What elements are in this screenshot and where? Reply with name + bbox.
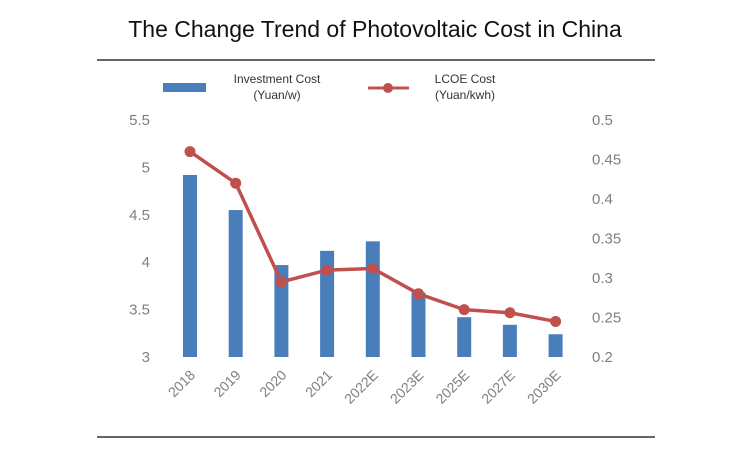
bar-2018: [183, 174, 197, 357]
bar-2027e: [502, 324, 517, 357]
x-axis-labels: 2018 2019 2020 2021 2022E 2023E 2025E 2027E 2030…: [165, 367, 564, 407]
lcoe-point-2030e: [550, 315, 562, 327]
lcoe-point-2025e: [458, 304, 470, 316]
y-right-tick-label: 0.3: [592, 270, 613, 287]
legend-line-marker: [383, 83, 393, 93]
x-tick-label: 2022E: [341, 367, 381, 407]
bar-2022e: [365, 241, 380, 357]
y-left-tick-label: 5: [142, 159, 150, 176]
bar-2030e: [548, 334, 563, 357]
y-axis-right: 0.2 0.25 0.3 0.35 0.4 0.45 0.5: [592, 112, 621, 366]
bar-2021: [320, 250, 335, 357]
legend: Investment Cost (Yuan/w) LCOE Cost (Yuan…: [163, 72, 496, 102]
x-tick-label: 2030E: [524, 367, 564, 407]
bar-2020: [274, 265, 289, 357]
legend-bar-label: Investment Cost: [234, 72, 321, 86]
y-right-tick-label: 0.25: [592, 310, 621, 327]
chart-title: The Change Trend of Photovoltaic Cost in…: [128, 16, 622, 42]
lcoe-point-2020: [275, 276, 287, 288]
bar-2019: [228, 210, 243, 357]
lcoe-point-2019: [230, 177, 242, 189]
y-right-tick-label: 0.45: [592, 152, 621, 169]
lcoe-point-2018: [184, 146, 196, 158]
y-right-tick-label: 0.35: [592, 231, 621, 248]
x-tick-label: 2027E: [478, 367, 518, 407]
x-tick-label: 2025E: [432, 367, 472, 407]
x-tick-label: 2019: [210, 367, 243, 400]
x-tick-label: 2020: [256, 367, 289, 400]
y-left-tick-label: 3.5: [129, 302, 150, 319]
y-right-tick-label: 0.4: [592, 191, 613, 208]
y-left-tick-label: 5.5: [129, 112, 150, 129]
lcoe-point-2027e: [504, 307, 516, 319]
legend-line-unit: (Yuan/kwh): [435, 88, 495, 102]
y-left-tick-label: 3: [142, 349, 150, 366]
x-tick-label: 2023E: [387, 367, 427, 407]
lcoe-point-2022e: [367, 263, 379, 275]
y-right-tick-label: 0.2: [592, 349, 613, 366]
legend-line-label: LCOE Cost: [435, 72, 496, 86]
y-right-tick-label: 0.5: [592, 112, 613, 129]
line-series: [184, 146, 562, 327]
x-tick-label: 2018: [165, 367, 198, 400]
x-tick-label: 2021: [302, 367, 335, 400]
bar-2023e: [411, 292, 426, 357]
y-left-tick-label: 4.5: [129, 207, 150, 224]
y-axis-left: 3 3.5 4 4.5 5 5.5: [129, 112, 150, 366]
legend-bar-unit: (Yuan/w): [253, 88, 300, 102]
lcoe-point-2023e: [413, 288, 424, 300]
lcoe-point-2021: [321, 264, 333, 276]
legend-bar-swatch: [163, 83, 206, 92]
bar-2025e: [457, 317, 472, 357]
y-left-tick-label: 4: [142, 254, 150, 271]
